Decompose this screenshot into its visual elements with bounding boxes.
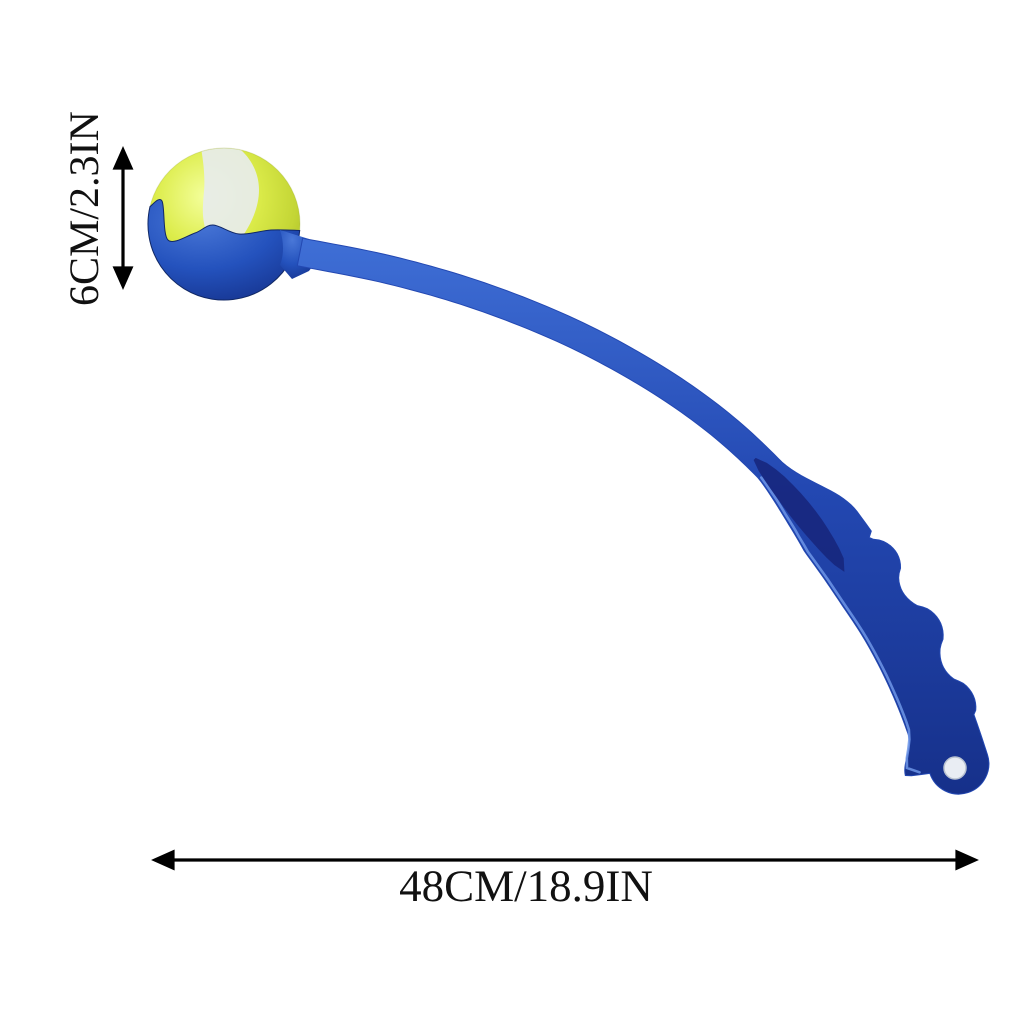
svg-text:6CM/2.3IN: 6CM/2.3IN xyxy=(62,111,108,306)
svg-text:48CM/18.9IN: 48CM/18.9IN xyxy=(399,861,653,911)
